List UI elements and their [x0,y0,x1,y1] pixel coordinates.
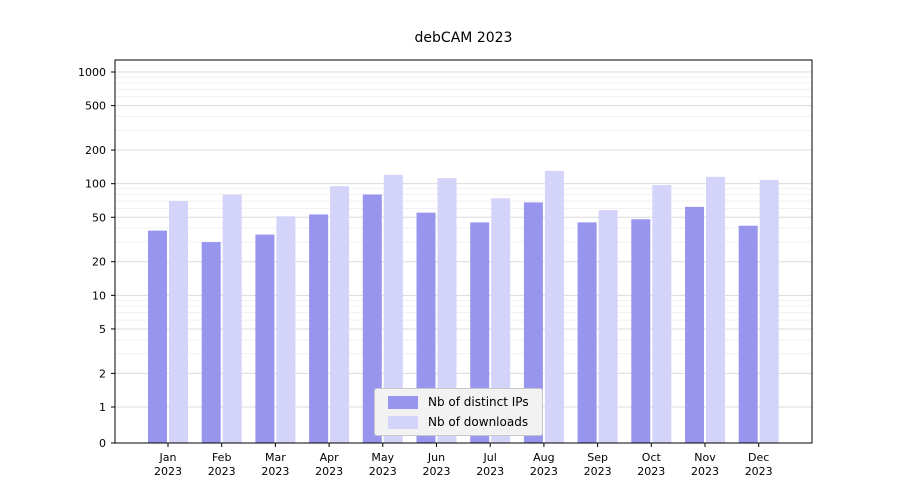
legend: Nb of distinct IPs Nb of downloads [374,388,543,436]
bar-jun-downloads [437,178,457,443]
y-tick-label: 1000 [78,66,106,79]
bar-mar-ips [255,234,275,443]
y-tick-label: 200 [85,144,106,157]
x-tick-year: 2023 [530,465,558,478]
x-tick-month: May [371,451,394,464]
legend-label-distinct-ips: Nb of distinct IPs [428,395,529,409]
x-tick-month: Jun [427,451,445,464]
bar-apr-ips [309,214,329,443]
x-tick-month: Aug [533,451,554,464]
x-tick-month: Oct [642,451,662,464]
bar-jul-ips [470,222,490,443]
chart-title: debCAM 2023 [414,30,513,46]
x-tick-year: 2023 [637,465,665,478]
bar-oct-downloads [652,185,672,443]
x-axis: Jan2023Feb2023Mar2023Apr2023May2023Jun20… [154,443,773,478]
x-tick-month: Feb [212,451,231,464]
bar-dec-ips [738,225,758,443]
x-tick-year: 2023 [584,465,612,478]
legend-swatch-downloads [388,415,418,429]
bar-may-downloads [383,174,403,443]
x-tick-month: Mar [265,451,286,464]
x-tick-month: Jan [159,451,177,464]
bar-sep-ips [577,222,597,443]
x-tick-month: Jul [483,451,497,464]
legend-swatch-distinct-ips [388,395,418,409]
bar-may-ips [362,194,382,443]
plot-frame [114,59,813,444]
y-tick-label: 100 [85,178,106,191]
x-tick-year: 2023 [476,465,504,478]
x-tick-month: Sep [587,451,608,464]
x-tick-year: 2023 [261,465,289,478]
x-tick-month: Dec [748,451,769,464]
bar-nov-ips [685,206,704,443]
x-tick-month: Nov [694,451,716,464]
bar-mar-downloads [276,216,296,443]
bar-sep-downloads [598,210,618,443]
x-tick-year: 2023 [208,465,236,478]
legend-item-downloads: Nb of downloads [388,415,529,429]
minor-gridlines [115,76,812,355]
y-tick-label: 20 [92,256,106,269]
y-tick-label: 500 [85,100,106,113]
y-tick-label: 0 [99,437,106,450]
bar-apr-downloads [330,186,350,444]
y-tick-label: 1 [99,401,106,414]
bar-jun-ips [416,212,436,443]
legend-item-distinct-ips: Nb of distinct IPs [388,395,529,409]
y-tick-label: 50 [92,211,106,224]
x-tick-year: 2023 [691,465,719,478]
bars-distinct-ips [148,194,758,443]
bar-feb-downloads [222,194,242,443]
bar-jul-downloads [491,198,511,443]
x-tick-month: Apr [320,451,340,464]
bar-jan-ips [148,230,167,443]
y-tick-label: 5 [99,323,106,336]
bar-aug-downloads [544,170,564,443]
bars-downloads [169,170,779,444]
x-tick-year: 2023 [315,465,343,478]
x-tick-year: 2023 [745,465,773,478]
x-tick-year: 2023 [369,465,397,478]
bar-aug-ips [523,202,543,443]
bar-dec-downloads [759,179,779,444]
y-tick-label: 10 [92,289,106,302]
x-tick-year: 2023 [423,465,451,478]
bar-jan-downloads [169,200,188,443]
bar-oct-ips [631,219,651,443]
x-tick-year: 2023 [154,465,182,478]
legend-label-downloads: Nb of downloads [428,415,529,429]
y-tick-label: 2 [99,367,106,380]
bar-nov-downloads [706,176,725,444]
bar-feb-ips [201,242,221,443]
